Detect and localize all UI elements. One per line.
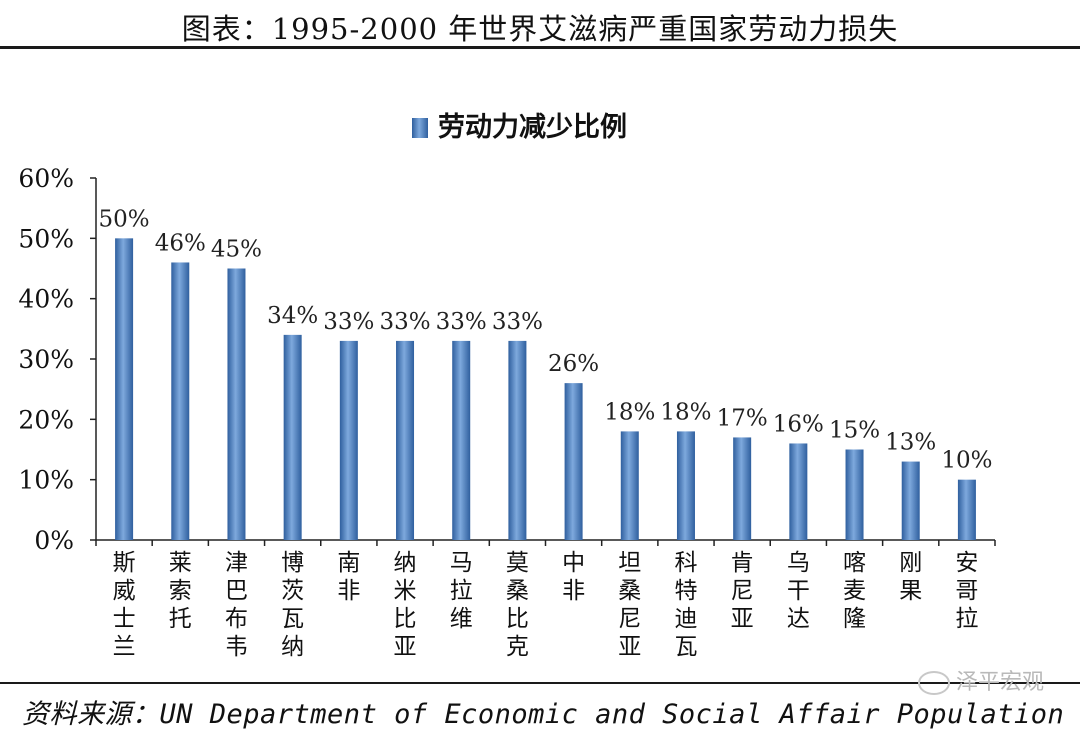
x-tick-label: 南非 [337,550,360,604]
data-label: 17% [717,405,768,431]
y-tick-label: 30% [18,345,74,374]
x-tick-label: 莱索托 [169,550,192,632]
x-tick-label: 安哥拉 [955,550,978,632]
data-label: 15% [829,418,880,444]
data-label: 26% [548,351,599,377]
y-tick-label: 60% [18,164,74,193]
bar-chart: 劳动力减少比例 0%10%20%30%40%50%60% 50%46% 45%34… [18,112,996,660]
data-label: 33% [436,309,487,335]
x-tick-label: 马拉维 [450,550,473,632]
y-tick-label: 0% [34,526,74,555]
bar [676,431,695,540]
data-label: 50% [99,206,150,232]
data-label: 33% [379,309,430,335]
y-tick-label: 20% [18,405,74,434]
bar [901,461,920,540]
chart-axes: 0% 10% 20% 30% 40% 50% 60% [18,164,996,555]
watermark-text: 泽平宏观 [955,670,1044,695]
y-tick-label: 50% [18,224,74,253]
x-tick-label: 纳米比亚 [394,550,417,660]
x-tick-label: 肯尼亚 [731,550,754,632]
bar [508,340,527,540]
y-tick-label: 10% [18,466,74,495]
bar [620,431,639,540]
x-tick-label: 中非 [562,550,585,604]
chart-bars [115,238,976,541]
bar [452,340,471,540]
data-label: 18% [604,399,655,425]
page-title: 图表：1995-2000 年世界艾滋病严重国家劳动力损失 [181,12,899,46]
data-label: 46% [155,230,206,256]
data-label: 33% [323,309,374,335]
chart-x-labels: 斯威士兰 莱索托 津巴布韦 博茨瓦纳 南非 纳米比亚 马拉维 莫桑比克 中非 坦桑尼亚 科特迪瓦 肯尼… [113,550,979,660]
data-label: 45% [211,237,262,263]
source-note: 资料来源：UN Department of Economic and Socia… [22,699,1065,730]
wechat-icon [917,671,950,695]
x-tick-label: 乌干达 [787,550,810,632]
data-label: 34% [267,303,318,329]
bar [283,334,302,540]
data-label: 18% [660,399,711,425]
bar [733,437,752,540]
data-label: 33% [492,309,543,335]
bar [227,268,246,540]
legend-swatch [412,118,428,138]
x-tick-label: 坦桑尼亚 [618,550,641,660]
legend-label: 劳动力减少比例 [438,112,627,143]
x-tick-label: 科特迪瓦 [674,550,697,660]
y-tick-label: 40% [18,285,74,314]
data-label: 13% [885,430,936,456]
bar [339,340,358,540]
top-divider [0,46,1080,49]
x-tick-label: 博茨瓦纳 [281,550,304,660]
bar [957,479,976,540]
data-label: 10% [941,448,992,474]
bar [564,383,583,540]
x-tick-label: 津巴布韦 [225,550,248,660]
bottom-divider [0,682,1080,684]
x-tick-label: 喀麦隆 [843,550,866,632]
data-label: 16% [773,411,824,437]
chart-legend: 劳动力减少比例 [412,112,627,143]
bar [845,449,864,540]
chart-data-labels: 50%46% 45%34% 33% 33% 33% 33%26%18% 18% 17% 16% 1… [99,206,993,473]
bar [171,262,190,540]
x-tick-label: 斯威士兰 [113,550,136,660]
watermark: 泽平宏观 [917,664,1044,696]
bar [396,340,415,540]
bar [789,443,808,540]
bar [115,238,134,541]
x-tick-label: 莫桑比克 [506,550,529,660]
x-tick-label: 刚果 [899,550,922,604]
